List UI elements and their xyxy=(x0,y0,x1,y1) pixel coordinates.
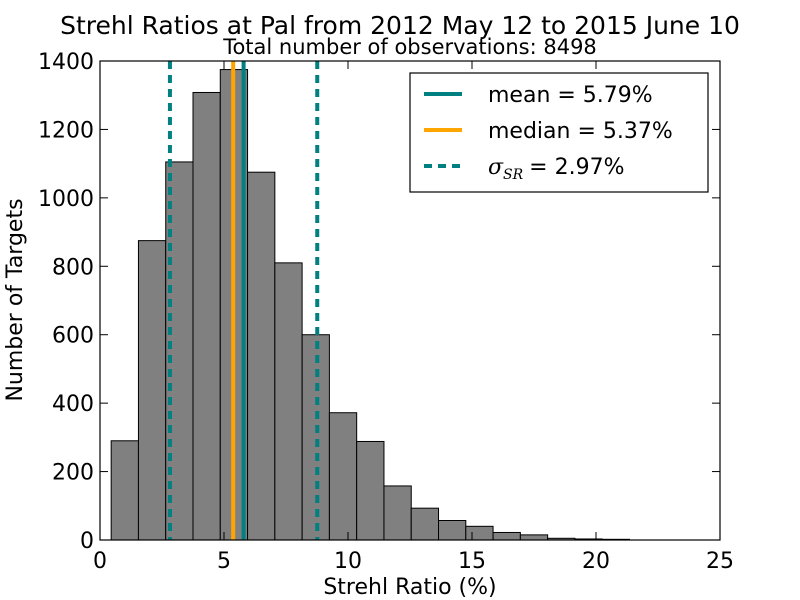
histogram-bar xyxy=(383,485,412,541)
histogram-bar xyxy=(137,240,167,541)
chart-title: Strehl Ratios at Pal from 2012 May 12 to… xyxy=(60,11,740,40)
y-tick-label: 400 xyxy=(52,392,94,417)
statistic-lines xyxy=(167,61,320,540)
x-tick-label: 20 xyxy=(582,549,610,574)
plot-frame xyxy=(99,60,721,541)
y-tick-label: 1200 xyxy=(38,118,94,143)
y-tick-label: 800 xyxy=(52,255,94,280)
x-tick-label: 5 xyxy=(217,549,231,574)
sigma-symbol: σ xyxy=(488,155,504,180)
histogram-bar xyxy=(301,334,330,541)
histogram-bar xyxy=(438,519,467,541)
legend-mean-label: mean = 5.79% xyxy=(488,83,653,108)
histogram-bar xyxy=(356,440,385,541)
histogram-bar xyxy=(492,531,521,541)
histogram-bar xyxy=(110,440,139,541)
legend-sigma-label: σSR = 2.97% xyxy=(488,155,625,183)
histogram-bar xyxy=(328,412,358,541)
sigma-value: = 2.97% xyxy=(529,155,624,180)
sigma-subscript: SR xyxy=(503,167,524,183)
histogram-bar xyxy=(465,525,494,541)
histogram-bar xyxy=(274,262,303,541)
x-tick-label: 25 xyxy=(706,549,734,574)
x-axis-ticks: 0 5 10 15 20 25 xyxy=(93,61,734,574)
legend: mean = 5.79% median = 5.37% σSR = 2.97% xyxy=(409,72,709,193)
y-tick-label: 0 xyxy=(80,529,94,554)
y-tick-label: 1000 xyxy=(38,187,94,212)
y-axis-label: Number of Targets xyxy=(3,198,28,401)
x-tick-label: 10 xyxy=(334,549,362,574)
y-axis-ticks: 0 200 400 600 800 1000 1200 1400 xyxy=(38,50,720,554)
legend-median-label: median = 5.37% xyxy=(488,119,673,144)
histogram-bar xyxy=(192,91,221,541)
x-tick-label: 15 xyxy=(458,549,486,574)
y-tick-label: 1400 xyxy=(38,50,94,75)
histogram-bar xyxy=(410,507,440,541)
histogram-bar xyxy=(247,171,276,541)
histogram-bar xyxy=(165,161,194,541)
y-tick-label: 200 xyxy=(52,461,94,486)
x-axis-label: Strehl Ratio (%) xyxy=(323,575,496,600)
y-tick-label: 600 xyxy=(52,324,94,349)
x-tick-label: 0 xyxy=(93,549,107,574)
histogram-bar xyxy=(519,534,549,541)
chart-subtitle: Total number of observations: 8498 xyxy=(222,35,597,59)
